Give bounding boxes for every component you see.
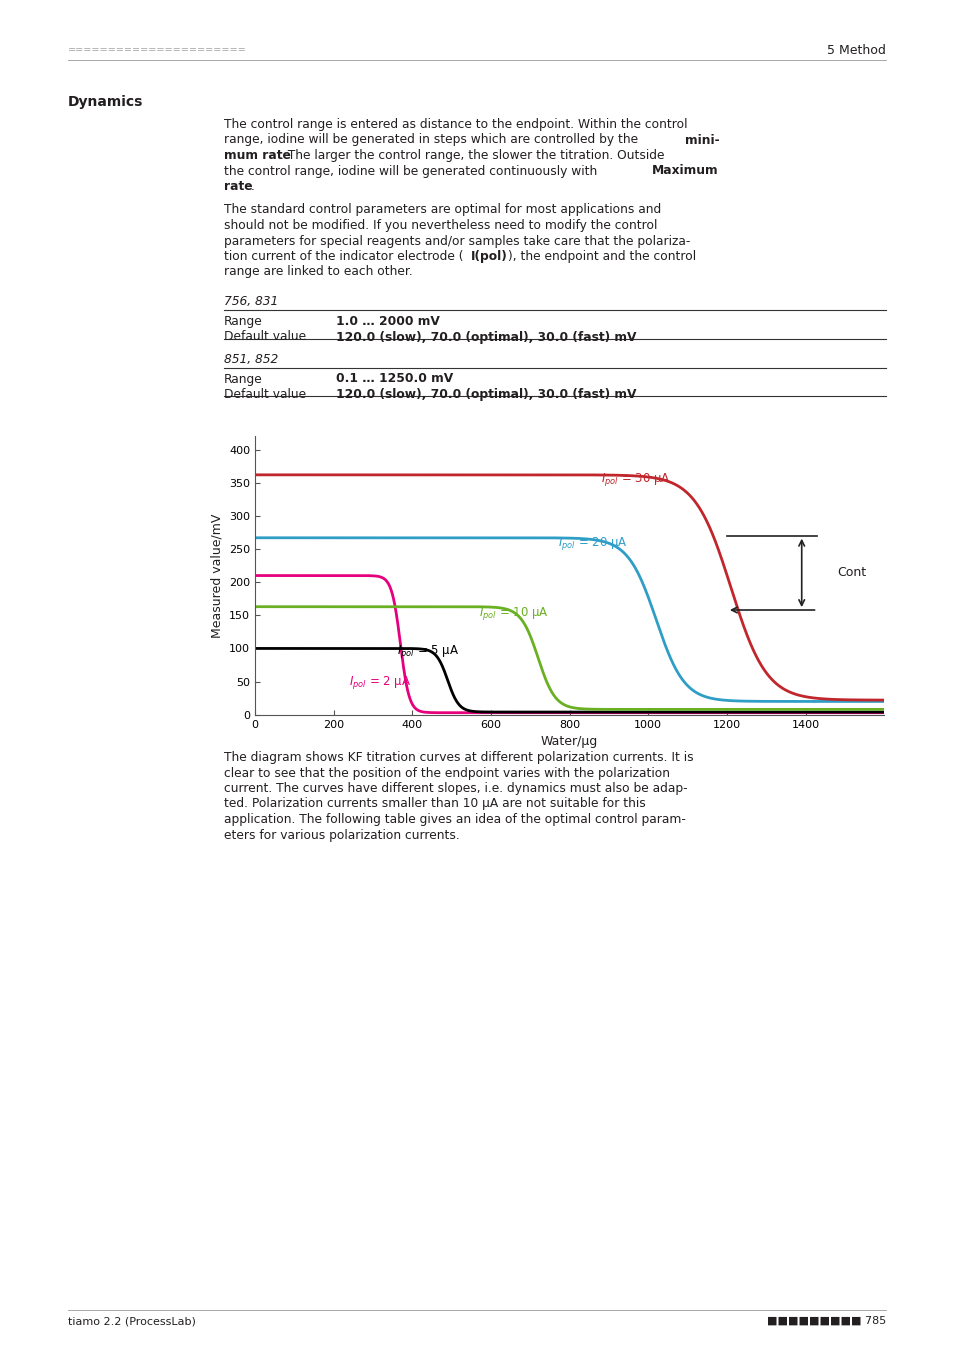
Text: rate: rate <box>224 180 253 193</box>
X-axis label: Water/μg: Water/μg <box>540 736 598 748</box>
Text: 1.0 … 2000 mV: 1.0 … 2000 mV <box>335 315 439 328</box>
Text: The standard control parameters are optimal for most applications and: The standard control parameters are opti… <box>224 204 660 216</box>
Text: Range: Range <box>224 315 262 328</box>
Text: 0.1 … 1250.0 mV: 0.1 … 1250.0 mV <box>335 373 453 386</box>
Text: clear to see that the position of the endpoint varies with the polarization: clear to see that the position of the en… <box>224 767 669 779</box>
Text: The control range is entered as distance to the endpoint. Within the control: The control range is entered as distance… <box>224 117 687 131</box>
Text: Cont: Cont <box>836 567 865 579</box>
Text: mum rate: mum rate <box>224 148 291 162</box>
Text: $I_{pol}$ = 30 μA: $I_{pol}$ = 30 μA <box>600 471 670 487</box>
Text: eters for various polarization currents.: eters for various polarization currents. <box>224 829 459 841</box>
Text: ======================: ====================== <box>68 45 247 55</box>
Text: ), the endpoint and the control: ), the endpoint and the control <box>507 250 696 263</box>
Text: 120.0 (slow), 70.0 (optimal), 30.0 (fast) mV: 120.0 (slow), 70.0 (optimal), 30.0 (fast… <box>335 331 636 343</box>
Text: 851, 852: 851, 852 <box>224 352 278 366</box>
Text: range are linked to each other.: range are linked to each other. <box>224 266 413 278</box>
Text: $I_{pol}$ = 5 μA: $I_{pol}$ = 5 μA <box>396 643 458 660</box>
Text: The diagram shows KF titration curves at different polarization currents. It is: The diagram shows KF titration curves at… <box>224 751 693 764</box>
Text: Dynamics: Dynamics <box>68 95 143 109</box>
Text: current. The curves have different slopes, i.e. dynamics must also be adap-: current. The curves have different slope… <box>224 782 687 795</box>
Text: .: . <box>251 180 254 193</box>
Text: Default value: Default value <box>224 387 306 401</box>
Text: tion current of the indicator electrode (: tion current of the indicator electrode … <box>224 250 463 263</box>
Text: the control range, iodine will be generated continuously with: the control range, iodine will be genera… <box>224 165 600 177</box>
Text: Range: Range <box>224 373 262 386</box>
Text: 5 Method: 5 Method <box>826 43 885 57</box>
Text: . The larger the control range, the slower the titration. Outside: . The larger the control range, the slow… <box>280 148 664 162</box>
Text: tiamo 2.2 (ProcessLab): tiamo 2.2 (ProcessLab) <box>68 1316 195 1326</box>
Text: $I_{pol}$ = 20 μA: $I_{pol}$ = 20 μA <box>558 535 627 552</box>
Y-axis label: Measured value/mV: Measured value/mV <box>211 513 223 637</box>
Text: $I_{pol}$ = 10 μA: $I_{pol}$ = 10 μA <box>478 605 548 622</box>
Text: parameters for special reagents and/or samples take care that the polariza-: parameters for special reagents and/or s… <box>224 235 690 247</box>
Text: $I_{pol}$ = 2 μA: $I_{pol}$ = 2 μA <box>349 675 411 691</box>
Text: application. The following table gives an idea of the optimal control param-: application. The following table gives a… <box>224 813 685 826</box>
Text: ted. Polarization currents smaller than 10 μA are not suitable for this: ted. Polarization currents smaller than … <box>224 798 645 810</box>
Text: Default value: Default value <box>224 331 306 343</box>
Text: range, iodine will be generated in steps which are controlled by the: range, iodine will be generated in steps… <box>224 134 641 147</box>
Text: ■■■■■■■■■ 785: ■■■■■■■■■ 785 <box>766 1316 885 1326</box>
Text: mini-: mini- <box>684 134 719 147</box>
Text: I(pol): I(pol) <box>471 250 507 263</box>
Text: Maximum: Maximum <box>651 165 718 177</box>
Text: should not be modified. If you nevertheless need to modify the control: should not be modified. If you neverthel… <box>224 219 657 232</box>
Text: 120.0 (slow), 70.0 (optimal), 30.0 (fast) mV: 120.0 (slow), 70.0 (optimal), 30.0 (fast… <box>335 387 636 401</box>
Text: 756, 831: 756, 831 <box>224 296 278 308</box>
